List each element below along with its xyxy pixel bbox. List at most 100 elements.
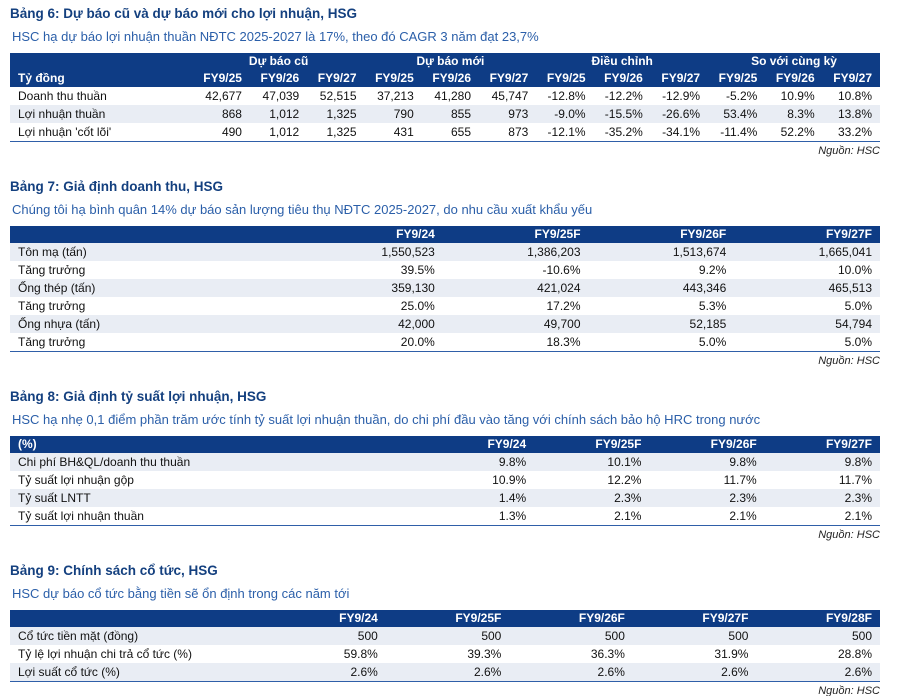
cell-value: 2.6% [632, 663, 757, 682]
cell-value: 18.3% [546, 334, 581, 349]
source-note: Nguồn: HSC [818, 529, 880, 541]
group-header-cell: Dự báo cũ [192, 53, 365, 70]
table-title: Bảng 8: Giả định tỷ suất lợi nhuận, HSG [10, 389, 267, 404]
cell-value: 42,677 [205, 88, 242, 103]
cell-value: 868 [192, 105, 250, 123]
cell-value: 2.6% [756, 663, 880, 682]
table-subtitle: HSC hạ nhẹ 0,1 điểm phần trăm ước tính t… [12, 412, 761, 427]
row-label: Doanh thu thuần [18, 88, 107, 103]
column-header-row: (%) FY9/24 FY9/25F FY9/26F FY9/27F [10, 436, 880, 453]
cell-value: -10.6% [542, 262, 581, 277]
cell-value: 5.0% [844, 298, 872, 313]
cell-value: -12.2% [604, 88, 643, 103]
row-label-header: Tỷ đồng [10, 70, 193, 87]
cell-value: 36.3% [590, 646, 625, 661]
cell-value: 45,747 [491, 88, 529, 103]
cell-value: -34.1% [662, 124, 701, 139]
table-subtitle: HSC hạ dự báo lợi nhuận thuần NĐTC 2025-… [12, 29, 539, 44]
cell-value: 28.8% [837, 646, 872, 661]
cell-value: 1,550,523 [297, 243, 443, 261]
cell-value: 2.3% [764, 489, 880, 507]
table-row: Tăng trưởng 20.0% 18.3% 5.0% 5.0% [10, 333, 880, 352]
group-header-cell: Dự báo mới [364, 53, 537, 70]
table-header: Dự báo cũ Dự báo mới Điều chỉnh So với cùng… [10, 53, 880, 87]
data-table: (%) FY9/24 FY9/25F FY9/26F FY9/27F Chi phí B… [10, 436, 880, 526]
column-header: FY9/25F [534, 436, 650, 453]
column-header: FY9/25 [536, 70, 594, 87]
cell-value: -12.9% [662, 88, 701, 103]
column-header: FY9/28F [756, 610, 880, 627]
cell-value: 10.0% [837, 262, 872, 277]
cell-value: 10.9% [780, 88, 815, 103]
cell-value: -15.5% [593, 105, 651, 123]
column-header: FY9/26F [649, 436, 765, 453]
row-label: Tỷ suất LNTT [10, 489, 419, 507]
cell-value: 2.1% [729, 508, 757, 523]
table-header: FY9/24 FY9/25F FY9/26F FY9/27F FY9/28F [10, 610, 880, 627]
row-label: Tăng trưởng [18, 298, 86, 313]
column-header: FY9/25 [364, 70, 422, 87]
cell-value: 11.7% [723, 472, 757, 487]
cell-value: 1,386,203 [442, 243, 589, 261]
cell-value: 52,185 [588, 315, 735, 333]
table-row: Tỷ suất lợi nhuận thuần 1.3% 2.1% 2.1% 2.1% [10, 507, 880, 526]
cell-value: 1,012 [249, 105, 308, 123]
cell-value: 52,515 [319, 88, 357, 103]
cell-value: 31.9% [714, 646, 749, 661]
source-note: Nguồn: HSC [818, 145, 880, 157]
column-header: FY9/25 [708, 70, 766, 87]
column-header-row: FY9/24 FY9/25F FY9/26F FY9/27F [10, 226, 880, 243]
cell-value: 490 [221, 124, 242, 139]
row-label: Cổ tức tiền mặt (đồng) [10, 627, 263, 645]
cell-value: 973 [479, 105, 537, 123]
cell-value: 8.3% [765, 105, 823, 123]
cell-value: 10.9% [492, 472, 527, 487]
data-table: Dự báo cũ Dự báo mới Điều chỉnh So với cùng… [10, 53, 880, 142]
cell-value: 12.2% [607, 472, 642, 487]
column-header: FY9/27 [650, 70, 709, 87]
cell-value: 9.8% [649, 453, 765, 471]
cell-value: 9.8% [418, 453, 535, 471]
table-subtitle: Chúng tôi hạ bình quân 14% dự báo sản lư… [12, 202, 593, 217]
cell-value: 443,346 [588, 279, 735, 297]
cell-value: 500 [632, 627, 757, 645]
column-header: FY9/26F [588, 226, 735, 243]
table-row: Tăng trưởng 39.5% -10.6% 9.2% 10.0% [10, 261, 880, 279]
table-row: Tôn mạ (tấn) 1,550,523 1,386,203 1,513,674 1… [10, 243, 880, 261]
cell-value: 1,012 [269, 124, 300, 139]
row-label-header: (%) [10, 436, 419, 453]
row-label: Ống thép (tấn) [10, 279, 298, 297]
cell-value: 2.3% [649, 489, 765, 507]
cell-value: 2.6% [509, 663, 633, 682]
cell-value: 47,039 [262, 88, 300, 103]
cell-value: 39.5% [400, 262, 435, 277]
table-header: FY9/24 FY9/25F FY9/26F FY9/27F [10, 226, 880, 243]
cell-value: 41,280 [434, 88, 472, 103]
table-row: Tỷ suất LNTT 1.4% 2.3% 2.3% 2.3% [10, 489, 880, 507]
cell-value: -26.6% [650, 105, 709, 123]
cell-value: 431 [393, 124, 414, 139]
cell-value: 873 [508, 124, 529, 139]
table-row: Tỷ lệ lợi nhuận chi trả cổ tức (%) 59.8% 3… [10, 645, 880, 663]
cell-value: 2.1% [614, 508, 642, 523]
cell-value: 37,213 [377, 88, 414, 103]
group-header-cell: Điều chỉnh [536, 53, 709, 70]
cell-value: 465,513 [734, 279, 880, 297]
cell-value: 59.8% [343, 646, 378, 661]
column-header: FY9/25F [385, 610, 510, 627]
cell-value: 13.8% [822, 105, 880, 123]
cell-value: 10.1% [534, 453, 650, 471]
data-table: FY9/24 FY9/25F FY9/26F FY9/27F Tôn mạ (tấn)… [10, 226, 880, 352]
cell-value: 33.2% [837, 124, 872, 139]
cell-value: 25.0% [400, 298, 435, 313]
cell-value: 2.6% [385, 663, 510, 682]
cell-value: 1,665,041 [734, 243, 880, 261]
cell-value: -5.2% [726, 88, 758, 103]
table-row: Cổ tức tiền mặt (đồng) 500 500 500 500 500 [10, 627, 880, 645]
row-label: Lợi suất cổ tức (%) [10, 663, 263, 682]
row-label-header [10, 226, 298, 243]
group-header-cell: So với cùng kỳ [708, 53, 880, 70]
row-label: Lợi nhuận 'cốt lõi' [18, 124, 112, 139]
table-section: Bảng 6: Dự báo cũ và dự báo mới cho lợi … [10, 6, 880, 158]
